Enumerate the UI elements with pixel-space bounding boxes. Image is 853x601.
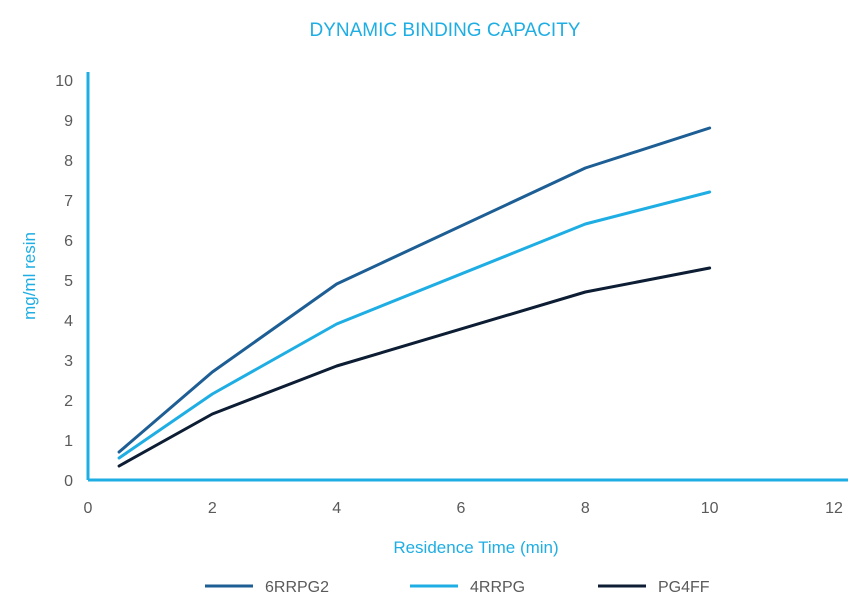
y-tick-label: 9 bbox=[64, 113, 73, 130]
x-tick-labels: 0 2 4 6 8 10 12 bbox=[84, 500, 843, 517]
legend: 6RRPG2 4RRPG PG4FF bbox=[205, 579, 710, 596]
y-tick-label: 0 bbox=[64, 473, 73, 490]
chart-title: DYNAMIC BINDING CAPACITY bbox=[310, 20, 581, 41]
x-axis-label: Residence Time (min) bbox=[393, 538, 558, 557]
x-tick-label: 8 bbox=[581, 500, 590, 517]
x-tick-label: 10 bbox=[701, 500, 719, 517]
series-line-4rrpg bbox=[117, 190, 712, 460]
x-tick-label: 2 bbox=[208, 500, 217, 517]
x-tick-label: 12 bbox=[825, 500, 843, 517]
series-line-6rrpg2 bbox=[117, 126, 712, 454]
y-tick-label: 4 bbox=[64, 313, 73, 330]
legend-label-pg4ff: PG4FF bbox=[658, 579, 710, 596]
y-tick-label: 3 bbox=[64, 353, 73, 370]
y-tick-label: 5 bbox=[64, 273, 73, 290]
y-tick-label: 6 bbox=[64, 233, 73, 250]
y-tick-label: 2 bbox=[64, 393, 73, 410]
y-tick-label: 8 bbox=[64, 153, 73, 170]
x-tick-label: 6 bbox=[457, 500, 466, 517]
y-axis-label: mg/ml resin bbox=[20, 232, 39, 320]
y-tick-label: 7 bbox=[64, 193, 73, 210]
x-tick-label: 4 bbox=[332, 500, 341, 517]
y-tick-label: 1 bbox=[64, 433, 73, 450]
y-tick-labels: 0 1 2 3 4 5 6 7 8 9 10 bbox=[55, 73, 73, 490]
axes bbox=[86, 72, 848, 482]
x-tick-label: 0 bbox=[84, 500, 93, 517]
series-layer bbox=[117, 126, 712, 468]
series-line-pg4ff bbox=[117, 266, 712, 468]
legend-label-6rrpg2: 6RRPG2 bbox=[265, 579, 329, 596]
legend-label-4rrpg: 4RRPG bbox=[470, 579, 525, 596]
y-tick-label: 10 bbox=[55, 73, 73, 90]
